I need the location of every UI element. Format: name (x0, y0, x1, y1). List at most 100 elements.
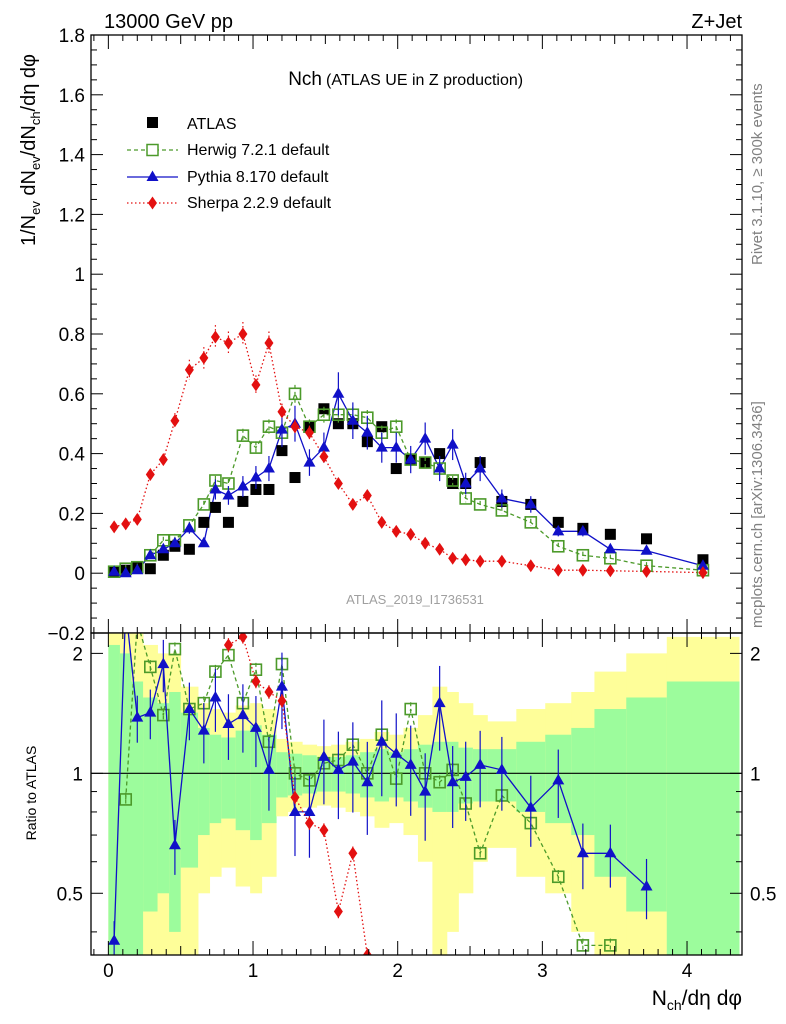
ratio-point-herwig (551, 870, 565, 884)
y-tick-label: 0 (74, 564, 85, 585)
ratio-point-pythia (131, 711, 144, 722)
ratio-point-pythia (361, 775, 374, 787)
data-point-sherpa (642, 564, 652, 578)
y-tick-label: 0.8 (59, 325, 85, 346)
ratio-point-herwig (433, 775, 446, 789)
legend-item-sherpa: Sherpa 2.2.9 default (127, 195, 332, 212)
ratio-point-herwig (157, 708, 170, 722)
data-point-sherpa (333, 477, 343, 490)
data-point-sherpa (420, 536, 430, 550)
data-point-pythia (640, 544, 653, 555)
data-point-sherpa (210, 330, 220, 344)
main-y-axis: −0.2 0 0.2 0.4 0.6 0.8 1 1.2 1.4 1.6 1.8 (47, 26, 742, 645)
data-point-herwig (197, 498, 211, 511)
x-tick-label: 0 (103, 961, 114, 982)
ratio-point-pythia (375, 735, 388, 746)
data-point-pythia (332, 387, 345, 398)
x-tick-label: 4 (682, 961, 693, 982)
data-point-atlas (434, 448, 446, 460)
data-point-herwig (317, 408, 331, 422)
ratio-point-herwig (144, 660, 157, 674)
ratio-point-pythia (346, 755, 359, 766)
ratio-point-pythia (317, 750, 330, 761)
ratio-point-sherpa (304, 816, 314, 830)
legend-marker-sherpa (148, 196, 157, 210)
data-point-pythia (433, 462, 446, 473)
data-point-atlas (332, 418, 344, 430)
data-point-pythia (474, 462, 487, 473)
ratio-point-herwig (604, 939, 617, 952)
data-point-atlas (237, 495, 249, 507)
ratio-point-pythia (275, 680, 288, 691)
ratio-point-pythia (495, 763, 508, 774)
ratio-y-tick-label-right: 2 (750, 644, 761, 665)
data-point-pythia (275, 423, 288, 434)
ratio-point-herwig (404, 702, 418, 716)
data-point-pythia (131, 563, 144, 575)
data-point-sherpa (377, 515, 387, 529)
data-point-sherpa (435, 542, 445, 556)
data-point-pythia (419, 432, 432, 443)
header-process-label: Z+Jet (691, 11, 742, 33)
data-point-sherpa (497, 554, 507, 568)
analysis-id-label: ATLAS_2019_I1736531 (346, 592, 484, 607)
ratio-y-axis-label: Ratio to ATLAS (23, 746, 39, 841)
ratio-point-pythia (262, 763, 275, 774)
y-axis-label: 1/Nev dNev/dNch/dη dφ (18, 54, 43, 246)
legend-label-atlas: ATLAS (187, 116, 237, 133)
ratio-y-tick-label: 1 (72, 764, 83, 785)
ratio-point-sherpa (362, 948, 372, 955)
ratio-y-tick-label: 2 (72, 644, 83, 665)
ratio-clipped-group (108, 633, 653, 955)
data-point-pythia (249, 471, 262, 482)
data-point-pythia (375, 441, 388, 452)
y-tick-label: 1.6 (59, 86, 85, 107)
data-point-pythia (157, 542, 170, 554)
data-point-atlas (250, 483, 262, 495)
data-point-pythia (604, 542, 617, 554)
data-point-herwig (236, 429, 250, 442)
ratio-band-inner (221, 737, 237, 819)
data-point-herwig (576, 548, 590, 562)
plot-title-sub: (ATLAS UE in Z production) (326, 72, 523, 89)
ratio-point-pythia (419, 785, 432, 796)
y-tick-label: 0.2 (59, 504, 85, 525)
ratio-point-pythia (446, 775, 459, 787)
ratio-point-herwig (168, 642, 182, 656)
data-point-pythia (108, 565, 121, 576)
data-point-sherpa (698, 566, 708, 580)
ratio-y-tick-label: 0.5 (57, 884, 83, 905)
y-tick-label: −0.2 (47, 624, 85, 645)
data-point-herwig (524, 516, 538, 529)
data-point-pythia (317, 441, 330, 452)
data-point-sherpa (461, 553, 471, 567)
data-point-sherpa (391, 524, 401, 538)
data-point-pythia (552, 524, 565, 536)
ratio-point-pythia (604, 846, 617, 858)
data-point-atlas (276, 445, 288, 457)
ratio-band-inner (157, 703, 170, 894)
ratio-point-sherpa (238, 633, 248, 644)
data-point-sherpa (223, 336, 233, 350)
data-point-atlas (390, 463, 402, 475)
y-tick-label: 1.2 (59, 205, 85, 226)
data-point-sherpa (170, 414, 180, 428)
y-tick-label: 0.4 (59, 445, 86, 466)
ratio-point-herwig (473, 846, 487, 860)
data-point-atlas (604, 528, 616, 540)
ratio-point-pythia (303, 805, 316, 816)
main-x-axis (93, 35, 731, 633)
mcplots-source-label: mcplots.cern.ch [arXiv:1306.3436] (749, 401, 766, 628)
ratio-band-inner (169, 691, 182, 932)
ratio-point-pythia (576, 846, 589, 858)
ratio-band-inner (571, 727, 595, 836)
data-point-herwig (288, 387, 302, 401)
data-point-pythia (524, 497, 537, 509)
ratio-band-inner (250, 725, 263, 841)
data-point-atlas (183, 543, 195, 555)
data-point-sherpa (238, 327, 248, 341)
ratio-point-pythia (183, 702, 196, 714)
ratio-band-inner (131, 681, 144, 955)
data-point-atlas (144, 563, 156, 575)
